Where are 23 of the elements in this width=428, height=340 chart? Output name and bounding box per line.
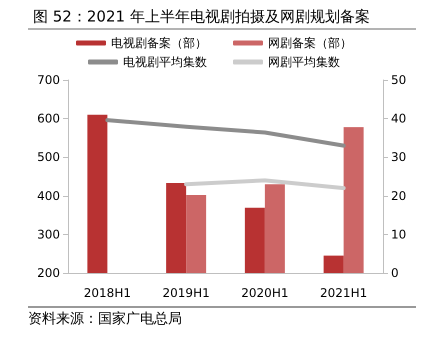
y2-tick-label: 10 bbox=[391, 227, 406, 242]
y-tick-label: 600 bbox=[37, 112, 60, 126]
line-series bbox=[105, 118, 346, 148]
x-tick-label: 2020H1 bbox=[241, 286, 288, 300]
y2-tick-label: 30 bbox=[391, 150, 406, 164]
y2-tick-label: 0 bbox=[391, 266, 399, 280]
x-tick-label: 2019H1 bbox=[162, 286, 210, 300]
legend-label: 网剧备案（部） bbox=[268, 36, 352, 50]
legend-label: 电视剧平均集数 bbox=[123, 55, 207, 69]
y2-tick-label: 40 bbox=[391, 112, 406, 126]
legend-label: 网剧平均集数 bbox=[268, 55, 340, 69]
x-tick-label: 2021H1 bbox=[320, 286, 368, 300]
y-tick-label: 700 bbox=[37, 73, 60, 87]
y2-tick-label: 50 bbox=[391, 73, 406, 87]
y-tick-label: 300 bbox=[37, 227, 60, 242]
x-tick-label: 2018H1 bbox=[84, 286, 131, 300]
y-tick-label: 200 bbox=[37, 266, 60, 280]
y-tick-label: 500 bbox=[37, 150, 60, 164]
y2-tick-label: 20 bbox=[391, 188, 406, 203]
y-tick-label: 400 bbox=[37, 188, 60, 203]
legend-label: 电视剧备案（部） bbox=[111, 36, 207, 50]
chart-title: 图 52：2021 年上半年电视剧拍摄及网剧规划备案 bbox=[33, 8, 370, 26]
text: 资料来源：国家广电总局 bbox=[28, 311, 182, 327]
